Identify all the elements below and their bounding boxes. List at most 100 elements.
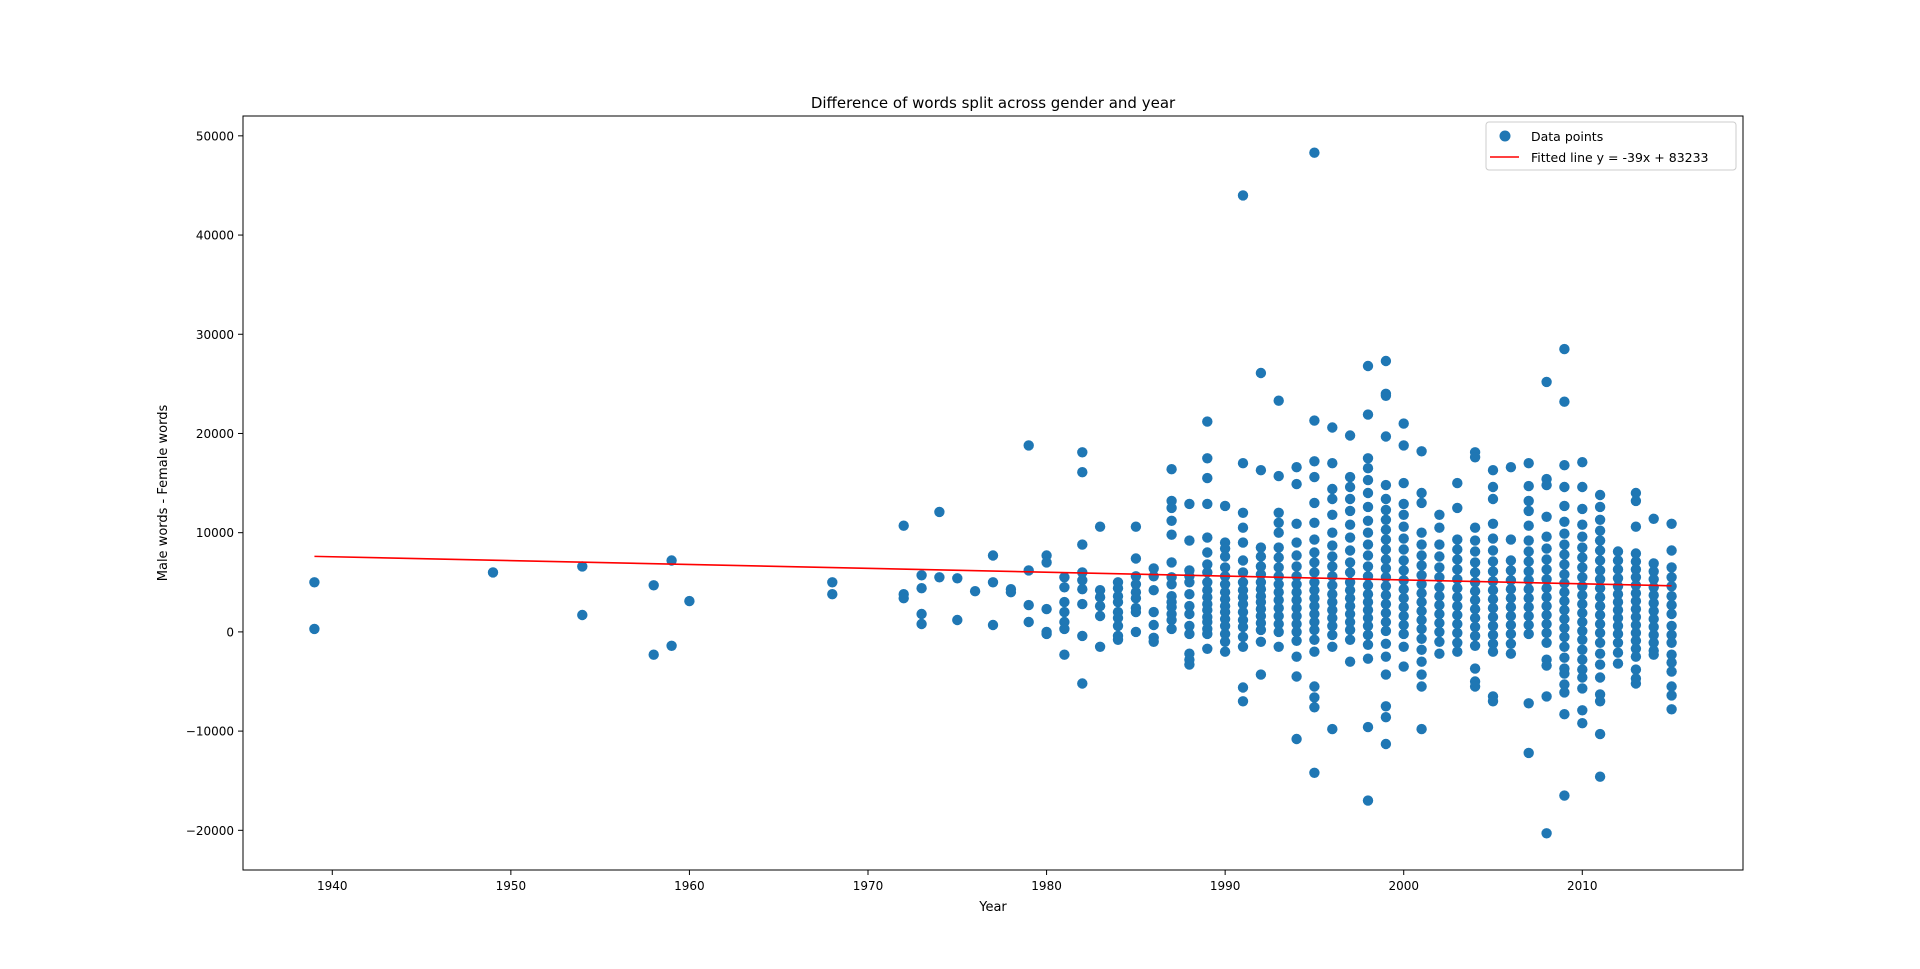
data-point	[1059, 582, 1070, 593]
data-point	[1362, 580, 1374, 591]
data-point	[1666, 681, 1677, 692]
data-point	[1577, 457, 1588, 468]
data-point	[1594, 583, 1606, 594]
data-point	[1291, 610, 1302, 622]
data-point	[1612, 589, 1624, 600]
data-point	[1559, 516, 1570, 527]
data-point	[1487, 545, 1499, 556]
data-point	[1077, 630, 1088, 642]
data-point	[1291, 626, 1302, 638]
data-point	[1469, 603, 1481, 615]
data-point	[1219, 646, 1231, 657]
data-point	[1344, 567, 1356, 578]
data-point	[1327, 422, 1338, 433]
data-point	[1380, 625, 1392, 637]
data-point	[1380, 534, 1392, 545]
data-point	[1112, 583, 1124, 594]
data-point	[1452, 544, 1463, 555]
data-point	[1344, 532, 1356, 543]
data-point	[1505, 638, 1517, 649]
data-point	[1327, 540, 1338, 551]
data-point	[952, 614, 963, 626]
data-point	[1094, 610, 1106, 622]
data-point	[1077, 539, 1088, 550]
data-point	[1434, 522, 1445, 533]
data-point	[1416, 681, 1427, 692]
data-point	[1380, 514, 1392, 525]
data-point	[1523, 698, 1534, 709]
data-point	[1023, 440, 1034, 451]
data-point	[1469, 452, 1481, 463]
data-point	[1594, 618, 1606, 630]
data-point	[1452, 583, 1463, 594]
data-point	[1148, 636, 1159, 647]
data-point	[1309, 147, 1320, 158]
data-point	[1202, 498, 1213, 510]
data-point	[1077, 575, 1088, 586]
data-point	[1666, 666, 1677, 677]
data-point	[1344, 608, 1356, 620]
data-point	[1523, 747, 1534, 759]
data-point	[1344, 481, 1356, 493]
data-point	[1559, 587, 1570, 598]
data-point	[1344, 656, 1356, 667]
data-point	[1219, 628, 1231, 640]
data-point	[1577, 644, 1588, 655]
data-point	[1237, 577, 1249, 588]
data-point	[1416, 579, 1427, 590]
data-point	[1362, 612, 1374, 624]
data-point	[1434, 617, 1445, 629]
data-point	[648, 580, 659, 591]
data-point	[1594, 535, 1606, 546]
data-point	[1327, 551, 1338, 562]
data-point	[1523, 593, 1534, 604]
data-point	[1505, 610, 1517, 622]
data-point	[1630, 564, 1642, 575]
data-point	[1487, 611, 1499, 623]
data-point	[1577, 503, 1588, 515]
data-point	[1559, 396, 1570, 407]
data-point	[1005, 587, 1017, 598]
data-point	[1380, 590, 1392, 601]
data-point	[1166, 614, 1177, 626]
y-tick-label: 20000	[196, 427, 234, 441]
data-point	[1541, 376, 1552, 388]
data-point	[1380, 544, 1392, 555]
legend: Data points Fitted line y = -39x + 83233	[1485, 121, 1737, 171]
data-point	[1577, 590, 1588, 601]
data-point	[1505, 584, 1517, 595]
data-point	[1577, 625, 1588, 637]
data-point	[1416, 723, 1427, 735]
data-point	[1577, 562, 1588, 573]
data-point	[1273, 626, 1284, 638]
data-point	[1273, 618, 1284, 630]
data-point	[1487, 493, 1499, 505]
data-point	[1416, 656, 1427, 667]
data-point	[1559, 641, 1570, 652]
data-point	[1166, 464, 1177, 475]
data-point	[1273, 542, 1284, 553]
data-point	[1559, 604, 1570, 616]
data-point	[1273, 587, 1284, 598]
data-point	[1523, 584, 1534, 595]
data-point	[1291, 579, 1302, 590]
data-point	[1577, 552, 1588, 563]
data-point	[1594, 545, 1606, 556]
data-point	[1077, 584, 1088, 595]
data-point	[1559, 631, 1570, 643]
data-point	[1630, 619, 1642, 631]
data-point	[1452, 574, 1463, 585]
data-point	[1630, 678, 1642, 689]
data-point	[1237, 631, 1249, 643]
data-point	[1434, 626, 1445, 638]
data-point	[1594, 592, 1606, 603]
data-point	[987, 577, 999, 588]
data-point	[1523, 505, 1534, 517]
data-point	[1237, 621, 1249, 633]
data-point	[1380, 616, 1392, 628]
data-point	[1309, 702, 1320, 713]
data-point	[309, 577, 320, 588]
data-point	[1362, 604, 1374, 616]
data-point	[309, 623, 320, 635]
data-point	[1487, 646, 1499, 657]
